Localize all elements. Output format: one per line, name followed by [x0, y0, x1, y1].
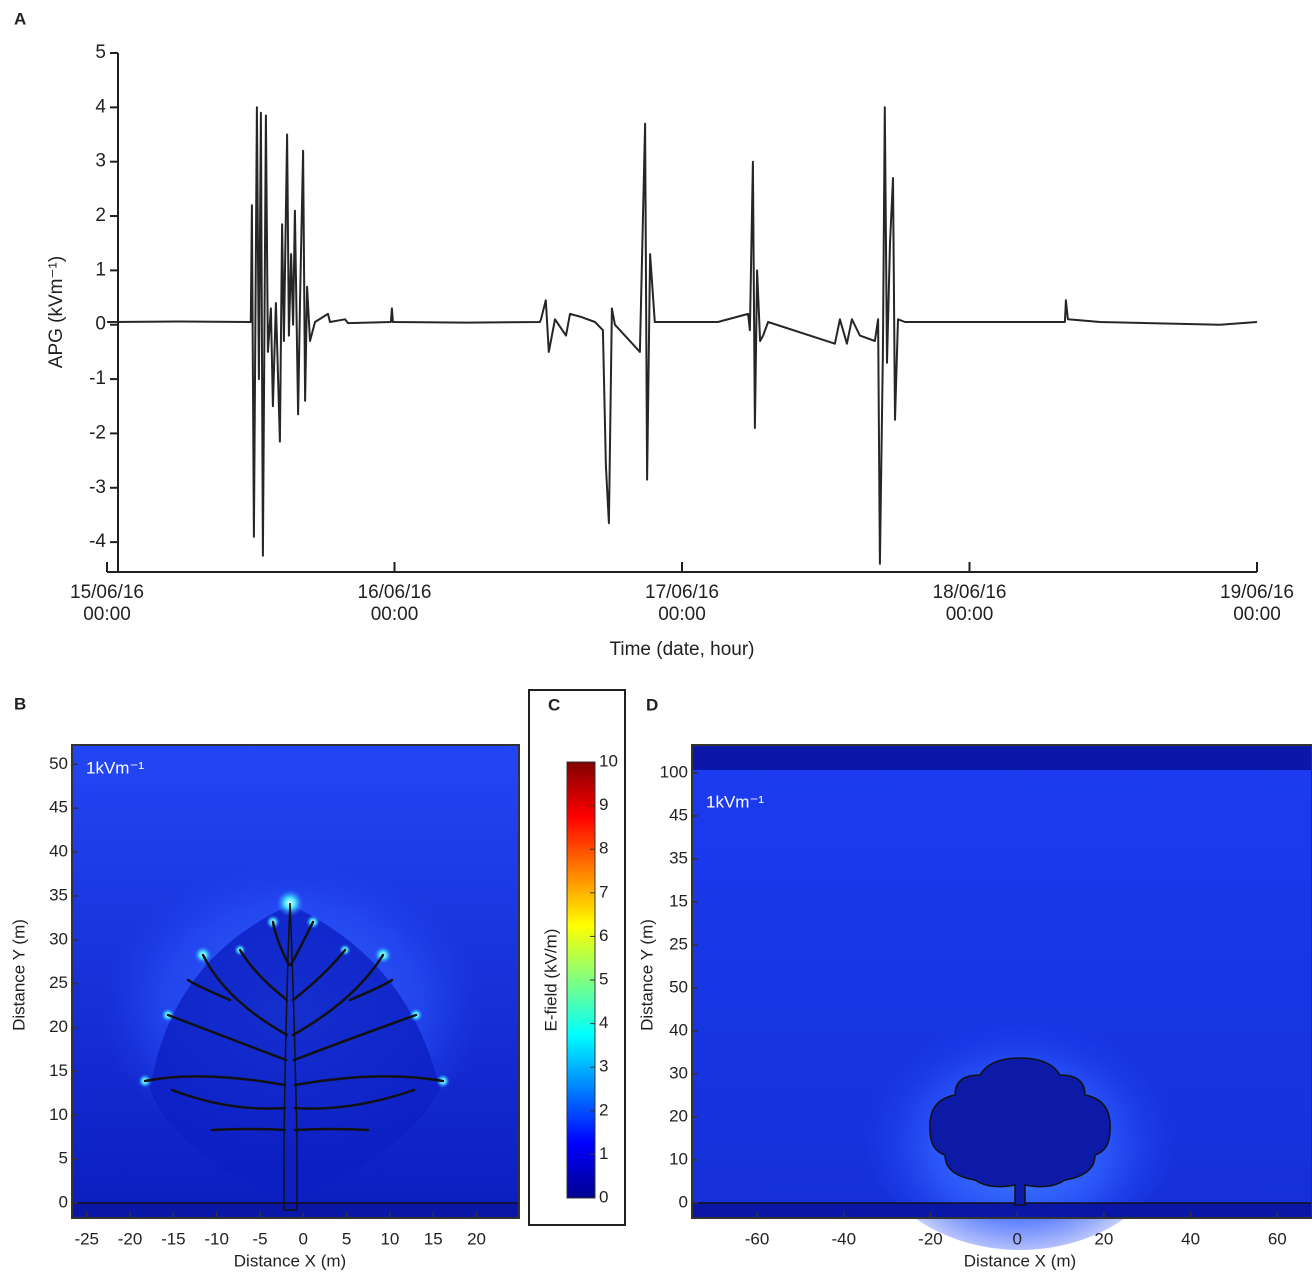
x-tick-label: 16/06/16 00:00 [357, 582, 432, 625]
x-tick-label: 0 [299, 1229, 308, 1248]
x-tick-label: -20 [918, 1229, 943, 1248]
colorbar-tick-label: 2 [599, 1100, 608, 1119]
y-tick-label: 5 [95, 42, 106, 63]
y-tick-label: 20 [49, 1017, 68, 1036]
y-tick-label: 100 [660, 762, 688, 781]
y-tick-label: 30 [49, 929, 68, 948]
x-tick-label: -25 [74, 1229, 99, 1248]
panel-letter: A [14, 9, 26, 28]
colorbar-tick-label: 9 [599, 795, 608, 814]
colorbar-tick-label: 1 [599, 1144, 608, 1163]
plot-frame [71, 744, 520, 1219]
x-tick-label: -20 [118, 1229, 143, 1248]
x-axis-label: Distance X (m) [234, 1251, 346, 1270]
x-tick-label: 40 [1181, 1229, 1200, 1248]
y-tick-label: -2 [89, 422, 106, 443]
y-tick-label: 2 [95, 205, 106, 226]
y-tick-label: 30 [669, 1063, 688, 1082]
colorbar-tick-label: 4 [599, 1013, 608, 1032]
x-tick-label: 19/06/16 00:00 [1220, 582, 1294, 625]
y-tick-label: 15 [49, 1061, 68, 1080]
y-tick-label: 0 [59, 1193, 68, 1212]
y-tick-label: 5 [59, 1149, 68, 1168]
y-tick-label: 0 [679, 1192, 688, 1211]
field-image-b [72, 745, 519, 1218]
colorbar-tick-label: 6 [599, 926, 608, 945]
x-tick-label: 5 [342, 1229, 351, 1248]
y-tick-label: 3 [95, 151, 106, 172]
y-axis-label: APG (kVm⁻¹) [46, 256, 67, 368]
colorbar-tick-label: 3 [599, 1057, 608, 1076]
x-tick-label: -60 [745, 1229, 770, 1248]
annotation: 1kVm⁻¹ [86, 758, 144, 777]
field-image-d [692, 745, 1312, 1250]
x-tick-label: 15 [424, 1229, 443, 1248]
y-tick-label: 10 [669, 1149, 688, 1168]
x-tick-label: -40 [831, 1229, 856, 1248]
colorbar-tick-label: 5 [599, 969, 608, 988]
apg-line [106, 106, 1258, 565]
y-tick-label: 25 [669, 934, 688, 953]
y-axis-label: Distance Y (m) [637, 919, 656, 1031]
colorbar-label: E-field (kV/m) [541, 929, 560, 1032]
x-tick-label: 0 [1012, 1229, 1021, 1248]
x-tick-label: -5 [252, 1229, 267, 1248]
y-tick-label: 35 [49, 885, 68, 904]
y-tick-label: -1 [89, 368, 106, 389]
annotation: 1kVm⁻¹ [706, 792, 764, 811]
x-tick-label: 18/06/16 00:00 [932, 582, 1007, 625]
y-tick-label: 45 [49, 798, 68, 817]
x-tick-label: 20 [1094, 1229, 1113, 1248]
colorbar-tick-label: 10 [599, 751, 618, 770]
colorbar-frame [528, 689, 626, 1226]
colorbar-tick-label: 0 [599, 1187, 608, 1206]
x-tick-label: 20 [467, 1229, 486, 1248]
panel-letter: C [548, 695, 560, 714]
y-tick-label: 50 [49, 754, 68, 773]
panel-letter: D [646, 695, 658, 714]
x-tick-label: -15 [161, 1229, 186, 1248]
y-axis-label: Distance Y (m) [9, 919, 28, 1031]
y-tick-label: -3 [89, 477, 106, 498]
colorbar-tick-label: 7 [599, 882, 608, 901]
x-tick-label: 60 [1268, 1229, 1287, 1248]
y-tick-label: -4 [89, 531, 106, 552]
colorbar-tick-label: 8 [599, 839, 608, 858]
y-tick-label: 10 [49, 1105, 68, 1124]
y-tick-label: 40 [49, 842, 68, 861]
y-tick-label: 15 [669, 891, 688, 910]
y-tick-label: 50 [669, 977, 688, 996]
y-tick-label: 20 [669, 1106, 688, 1125]
plot-frame [691, 744, 1312, 1219]
y-tick-label: 4 [95, 96, 106, 117]
y-tick-label: 0 [95, 314, 106, 335]
x-tick-label: 15/06/16 00:00 [70, 582, 144, 625]
y-tick-label: 1 [95, 259, 106, 280]
x-axis-label: Time (date, hour) [609, 639, 754, 660]
y-tick-label: 25 [49, 973, 68, 992]
y-tick-label: 40 [669, 1020, 688, 1039]
x-axis-label: Distance X (m) [964, 1251, 1076, 1270]
y-tick-label: 45 [669, 805, 688, 824]
panel-letter: B [14, 694, 26, 713]
x-tick-label: -10 [204, 1229, 229, 1248]
x-tick-label: 17/06/16 00:00 [645, 582, 719, 625]
y-tick-label: 35 [669, 848, 688, 867]
x-tick-label: 10 [380, 1229, 399, 1248]
